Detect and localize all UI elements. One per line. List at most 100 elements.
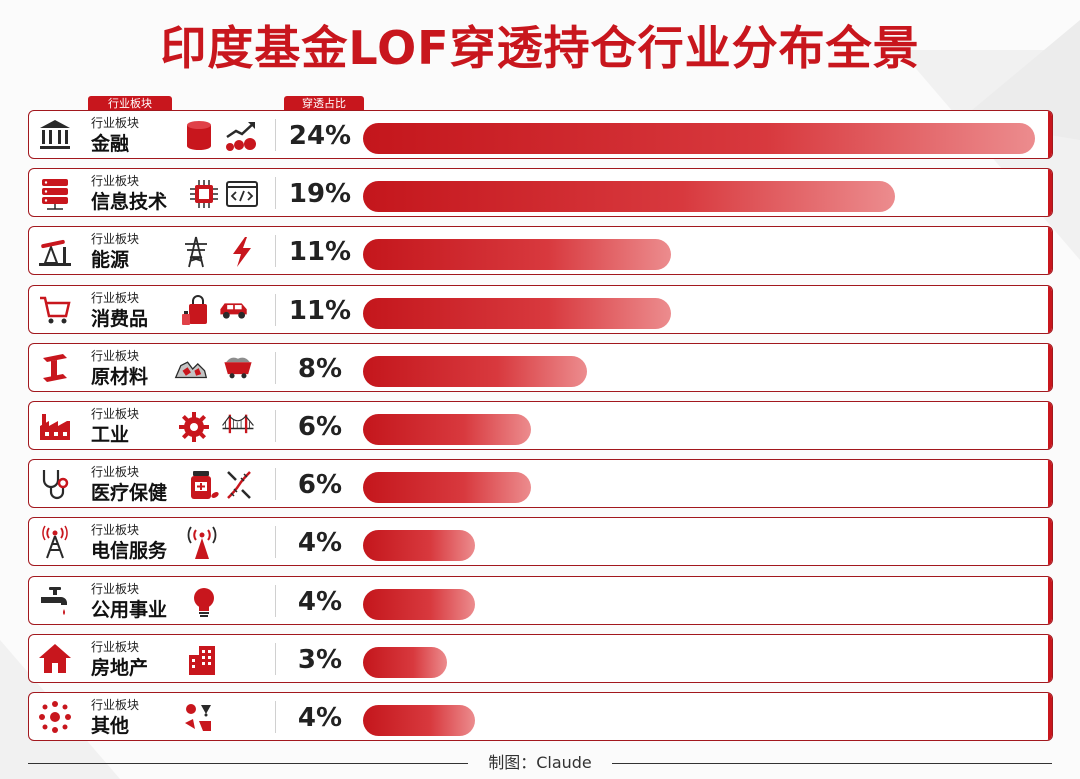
- share-data-label: 3%: [297, 644, 343, 675]
- dna-icon: [222, 468, 256, 502]
- share-bar: [363, 414, 531, 445]
- sector-caption: 行业板块: [91, 232, 140, 247]
- sector-caption: 行业板块: [91, 407, 140, 421]
- mine-cart-icon: [221, 352, 255, 386]
- sector-name: 消费品: [91, 307, 149, 330]
- row-divider: [275, 584, 276, 617]
- sector-name: 原材料: [91, 365, 149, 388]
- signal-tower-icon: [185, 526, 219, 560]
- share-data-label: 24%: [288, 121, 352, 151]
- ore-rocks-icon: [174, 352, 208, 386]
- sector-caption: 行业板块: [91, 581, 140, 596]
- share-bar: [363, 588, 475, 620]
- sector-caption: 行业板块: [91, 465, 140, 480]
- row-accent: [1048, 169, 1052, 217]
- sector-row: 行业板块能源 11%: [28, 226, 1053, 276]
- misc-items-icon: [181, 701, 215, 735]
- medicine-bottle-icon: [186, 468, 220, 502]
- code-window-icon: [225, 177, 259, 211]
- steel-beam-icon: [37, 350, 73, 386]
- share-bar: [363, 297, 671, 329]
- share-data-label: 6%: [297, 412, 343, 442]
- car-icon: [217, 294, 251, 328]
- row-accent: [1048, 460, 1052, 508]
- stethoscope-icon: [37, 466, 73, 502]
- sector-caption: 行业板块: [91, 290, 140, 305]
- row-accent: [1048, 576, 1052, 624]
- row-divider: [275, 642, 276, 675]
- gear-icon: [177, 410, 211, 444]
- power-tower-icon: [179, 235, 213, 269]
- growth-chart-icon: [224, 119, 258, 153]
- coin-stack-icon: [182, 119, 216, 153]
- row-accent: [1048, 227, 1052, 275]
- sector-column-pill: 行业板块: [88, 96, 172, 112]
- row-divider: [275, 468, 276, 501]
- share-bar: [363, 646, 447, 678]
- footer-line-left: [28, 763, 468, 764]
- share-bar: [363, 239, 671, 271]
- row-divider: [275, 701, 276, 733]
- share-bar: [363, 472, 531, 504]
- dots-cluster-icon: [37, 699, 73, 735]
- shopping-bag-icon: [179, 294, 213, 328]
- sector-row: 行业板块信息技术 19%: [28, 168, 1053, 218]
- share-bar: [363, 181, 895, 213]
- faucet-icon: [37, 583, 73, 619]
- antenna-icon: [37, 524, 73, 560]
- share-bar: [363, 530, 475, 562]
- sector-caption: 行业板块: [91, 348, 140, 363]
- chart-title: 印度基金LOF穿透持仓行业分布全景: [160, 21, 920, 75]
- row-accent: [1048, 111, 1052, 158]
- sector-caption: 行业板块: [91, 639, 140, 654]
- row-divider: [275, 119, 276, 151]
- sector-row: 行业板块房地产 3%: [28, 633, 1053, 683]
- share-data-label: 4%: [297, 703, 343, 733]
- row-divider: [275, 293, 276, 326]
- sector-row: 行业板块 电信服务 4%: [28, 517, 1053, 567]
- row-accent: [1048, 402, 1052, 449]
- sector-row: 行业板块 工业 6%: [28, 401, 1053, 450]
- share-bar: [363, 705, 475, 736]
- sector-row: 行业板块金融 24%: [28, 110, 1053, 159]
- sector-name: 电信服务: [91, 540, 168, 563]
- share-bar: [363, 355, 587, 387]
- chip-icon: [187, 177, 221, 211]
- sector-name: 房地产: [91, 656, 149, 679]
- house-icon: [37, 641, 73, 677]
- footer-line-right: [612, 763, 1052, 764]
- light-bulb-icon: [187, 585, 221, 619]
- row-divider: [275, 526, 276, 559]
- cart-icon: [37, 292, 73, 328]
- share-data-label: 11%: [288, 237, 352, 268]
- row-divider: [275, 235, 276, 268]
- sector-name: 公用事业: [91, 598, 168, 621]
- lightning-icon: [225, 235, 259, 269]
- row-accent: [1048, 518, 1052, 566]
- server-icon: [37, 175, 73, 211]
- row-divider: [275, 410, 276, 442]
- bridge-icon: [221, 410, 255, 444]
- sector-caption: 行业板块: [91, 174, 140, 189]
- share-data-label: 19%: [288, 179, 352, 210]
- factory-icon: [37, 408, 73, 444]
- share-data-label: 4%: [297, 528, 343, 559]
- share-data-label: 8%: [297, 353, 343, 384]
- sector-name: 金融: [91, 133, 130, 155]
- sector-name: 医疗保健: [91, 482, 168, 505]
- sector-row: 行业板块原材料 8%: [28, 342, 1053, 392]
- building-icon: [185, 643, 219, 677]
- share-data-label: 11%: [288, 295, 352, 326]
- sector-name: 信息技术: [91, 191, 168, 214]
- sector-name: 能源: [91, 249, 130, 272]
- sector-row: 行业板块其他 4%: [28, 692, 1053, 741]
- share-bar: [363, 123, 1035, 154]
- sector-name: 其他: [91, 715, 130, 737]
- row-accent: [1048, 693, 1052, 740]
- bank-icon: [37, 117, 73, 153]
- share-data-label: 4%: [297, 586, 343, 617]
- sector-caption: 行业板块: [91, 698, 140, 712]
- sector-row: 行业板块消费品 11%: [28, 284, 1053, 334]
- sector-caption: 行业板块: [91, 116, 140, 130]
- row-accent: [1048, 285, 1052, 333]
